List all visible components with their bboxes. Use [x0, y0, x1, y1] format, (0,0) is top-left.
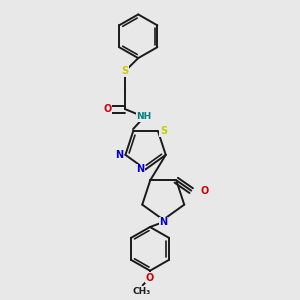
- Text: O: O: [103, 104, 111, 114]
- Text: O: O: [200, 186, 208, 196]
- Text: S: S: [122, 66, 128, 76]
- Text: NH: NH: [136, 112, 152, 122]
- Text: S: S: [160, 126, 167, 136]
- Text: O: O: [146, 273, 154, 283]
- Text: N: N: [116, 150, 124, 160]
- Text: N: N: [159, 217, 167, 227]
- Text: CH₃: CH₃: [133, 287, 151, 296]
- Text: N: N: [136, 164, 144, 174]
